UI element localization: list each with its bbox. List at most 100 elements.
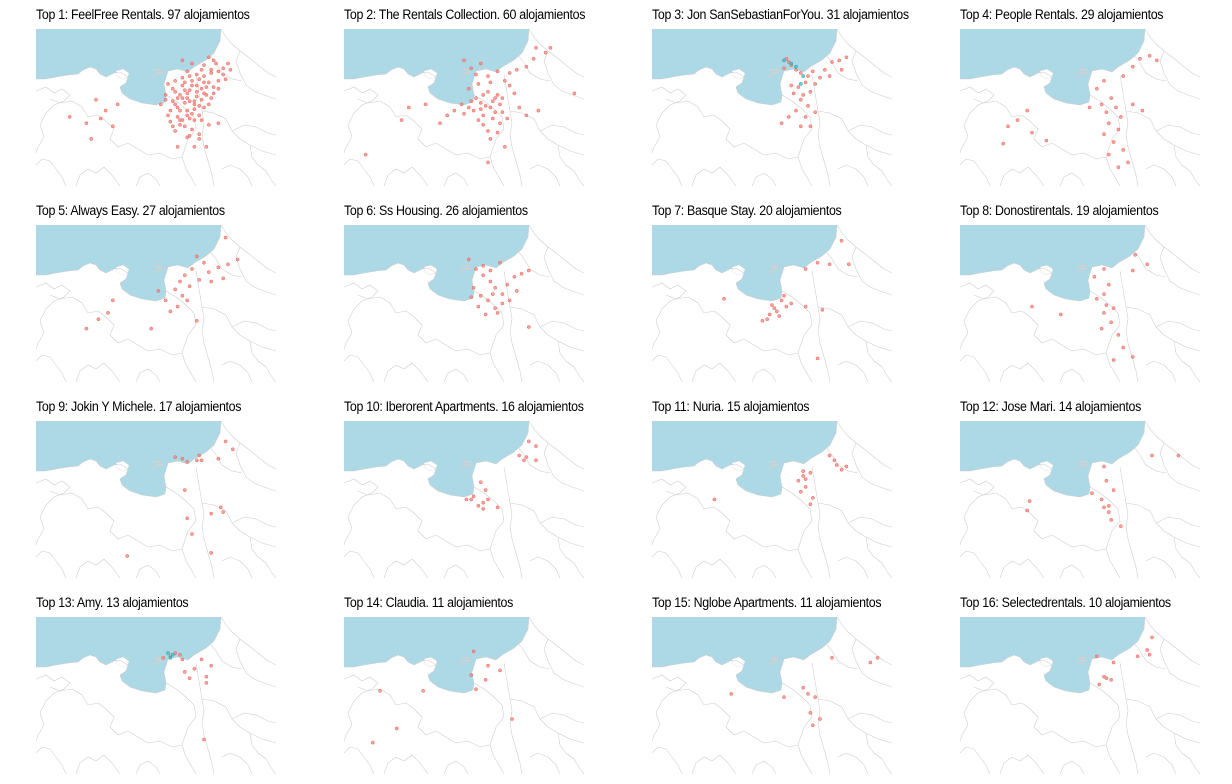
- listing-marker: [803, 80, 808, 85]
- listing-marker: [166, 113, 170, 118]
- listing-marker: [495, 505, 500, 510]
- city-map: [36, 29, 276, 186]
- listing-marker: [363, 152, 368, 157]
- listing-marker: [230, 447, 235, 452]
- listing-marker: [1109, 518, 1114, 522]
- listing-marker: [1147, 53, 1152, 58]
- listing-marker: [490, 292, 495, 296]
- listing-marker: [1099, 326, 1104, 331]
- listing-marker: [202, 63, 206, 67]
- listing-marker: [474, 72, 478, 77]
- listing-marker: [209, 663, 214, 668]
- listing-marker: [839, 67, 844, 72]
- map-panel: Top 6: Ss Housing. 26 alojamientos: [344, 202, 616, 388]
- listing-marker: [782, 66, 786, 71]
- listing-marker: [1121, 74, 1126, 78]
- listing-marker: [438, 121, 442, 126]
- listing-marker: [194, 72, 199, 77]
- listing-marker: [166, 82, 170, 86]
- listing-marker: [199, 97, 204, 102]
- listing-marker-secondary: [170, 652, 175, 657]
- listing-marker: [175, 105, 180, 110]
- listing-marker: [488, 279, 493, 284]
- listing-marker: [459, 102, 464, 107]
- listing-marker: [765, 317, 770, 322]
- listing-marker: [469, 497, 474, 502]
- listing-marker: [500, 96, 505, 100]
- listing-marker: [197, 453, 202, 458]
- listing-marker: [1087, 105, 1092, 110]
- listing-marker: [182, 670, 187, 674]
- base-map: [36, 421, 276, 578]
- listing-marker: [199, 118, 204, 122]
- listing-marker: [187, 284, 192, 289]
- listing-marker: [168, 309, 173, 314]
- listing-marker: [796, 478, 801, 483]
- listing-marker: [204, 674, 209, 679]
- small-multiples-grid: Top 1: FeelFree Rentals. 97 alojamientos…: [36, 6, 1232, 784]
- listing-marker: [517, 105, 522, 110]
- listing-marker: [498, 102, 502, 107]
- listing-marker: [798, 97, 803, 102]
- listing-marker: [488, 105, 493, 110]
- listing-marker: [822, 67, 827, 72]
- city-map: [960, 421, 1200, 578]
- map-panel: Top 7: Basque Stay. 20 alojamientos: [652, 202, 924, 388]
- panel-title: Top 13: Amy. 13 alojamientos: [36, 595, 189, 610]
- listing-marker: [187, 99, 192, 104]
- listing-marker: [471, 649, 476, 654]
- listing-marker: [175, 96, 180, 100]
- listing-marker: [1102, 78, 1106, 83]
- city-map: [344, 225, 584, 382]
- listing-marker: [524, 64, 529, 69]
- listing-marker: [526, 268, 531, 273]
- listing-marker: [211, 85, 216, 89]
- listing-marker: [512, 274, 517, 279]
- listing-marker: [170, 99, 175, 104]
- listing-marker-secondary: [782, 58, 786, 63]
- listing-marker: [796, 85, 801, 89]
- listing-marker: [190, 83, 194, 88]
- listing-marker: [486, 497, 490, 502]
- listing-marker: [481, 93, 486, 97]
- panel-title: Top 11: Nuria. 15 alojamientos: [652, 399, 810, 414]
- listing-marker: [526, 325, 531, 329]
- listing-marker: [218, 505, 223, 510]
- listing-marker: [180, 456, 185, 461]
- listing-marker: [1102, 292, 1106, 296]
- listing-marker: [827, 262, 832, 267]
- listing-marker: [199, 86, 204, 91]
- listing-marker: [1147, 652, 1152, 657]
- listing-marker: [798, 71, 803, 75]
- listing-marker: [1090, 491, 1094, 496]
- listing-marker: [206, 80, 211, 85]
- listing-marker: [178, 122, 182, 127]
- listing-marker: [221, 276, 226, 281]
- listing-marker: [782, 695, 786, 699]
- listing-marker: [495, 311, 500, 315]
- listing-marker: [202, 80, 206, 85]
- listing-marker: [507, 71, 512, 75]
- listing-marker: [808, 502, 813, 507]
- listing-marker: [180, 75, 185, 80]
- map-panel: Top 13: Amy. 13 alojamientos: [36, 594, 308, 780]
- listing-marker: [813, 695, 818, 699]
- listing-marker: [149, 326, 154, 331]
- base-map: [344, 225, 584, 382]
- listing-marker: [182, 124, 187, 129]
- listing-marker: [168, 119, 173, 124]
- listing-marker: [197, 113, 202, 118]
- listing-marker: [522, 458, 526, 463]
- listing-marker: [478, 480, 483, 485]
- listing-marker: [510, 717, 514, 721]
- listing-marker: [190, 111, 194, 116]
- listing-marker: [798, 489, 803, 494]
- listing-marker: [178, 108, 182, 113]
- listing-marker: [1118, 115, 1123, 119]
- listing-marker: [204, 144, 209, 149]
- map-panel: Top 3: Jon SanSebastianForYou. 31 alojam…: [652, 6, 924, 192]
- base-map: [652, 29, 892, 186]
- listing-marker: [399, 118, 404, 122]
- listing-marker: [1130, 102, 1135, 107]
- listing-marker: [226, 61, 230, 66]
